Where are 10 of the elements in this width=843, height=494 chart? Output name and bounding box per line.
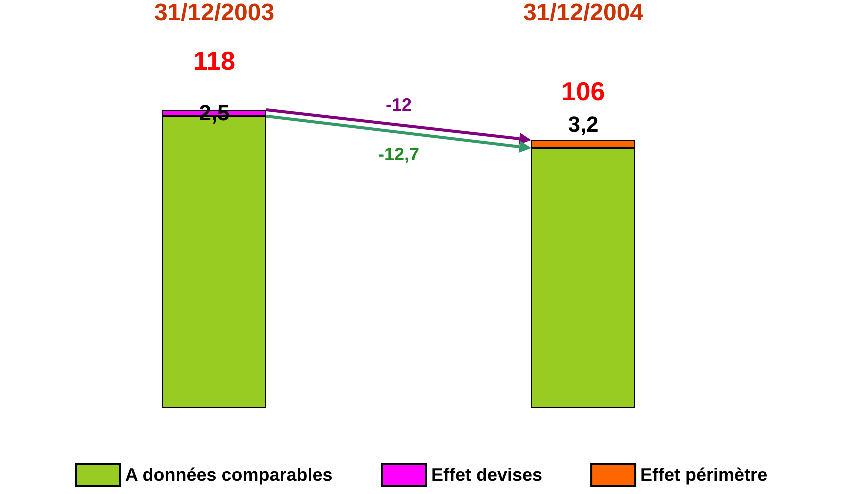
legend-label: Effet devises: [431, 465, 543, 485]
total-label: 106: [562, 76, 606, 106]
x-tick-label: 31/12/2003: [154, 0, 275, 26]
annotation: -12: [386, 95, 412, 116]
total-label: 118: [194, 46, 236, 76]
legend-label: Effet périmètre: [640, 465, 768, 485]
x-tick-label: 31/12/2004: [523, 0, 644, 26]
legend-label: A données comparables: [125, 465, 333, 485]
annotation: -12,7: [378, 144, 420, 164]
data-label: 3,2: [568, 112, 599, 137]
